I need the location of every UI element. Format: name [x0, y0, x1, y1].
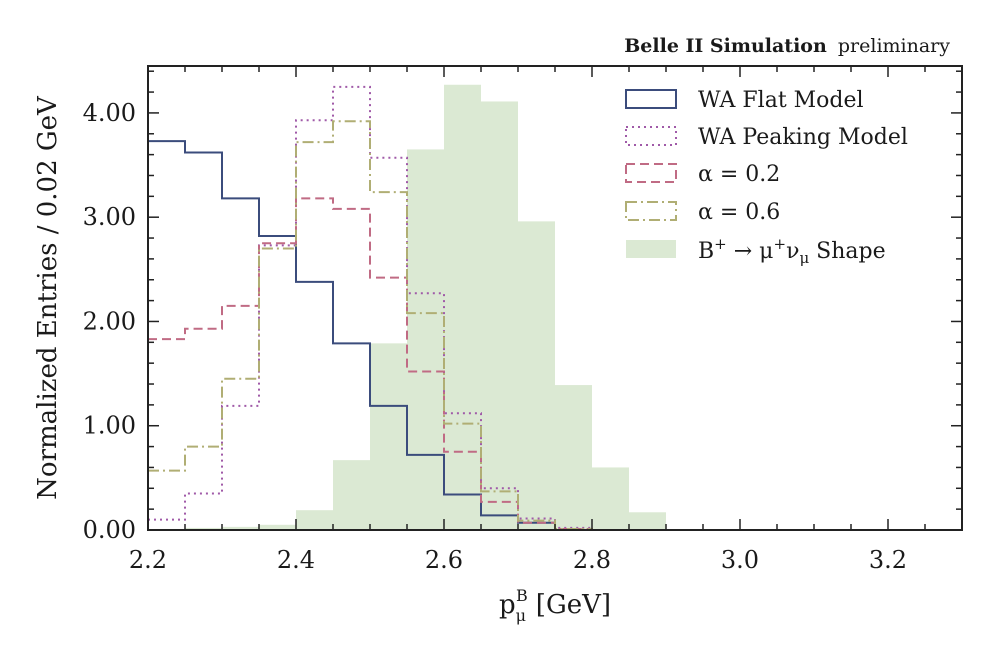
legend-swatch-wa-peaking: [625, 126, 677, 146]
series-line-0: [148, 140, 666, 531]
legend: WA Flat Model WA Peaking Model α = 0.2 α…: [625, 88, 908, 267]
signal-bar: [481, 101, 518, 530]
legend-item-alpha-0-6: α = 0.6: [625, 200, 780, 225]
x-tick-label: 3.2: [869, 546, 907, 574]
legend-swatch-wa-flat: [625, 89, 677, 109]
signal-bar: [629, 512, 666, 530]
y-tick-label: 3.00: [83, 203, 136, 231]
y-tick-label: 0.00: [83, 516, 136, 544]
legend-item-wa-flat: WA Flat Model: [625, 88, 864, 113]
x-tick-label: 3.0: [721, 546, 759, 574]
signal-bar: [185, 527, 222, 530]
legend-swatch-signal-shape: [626, 240, 676, 258]
y-tick-label: 2.00: [83, 307, 136, 335]
legend-label-alpha-0-2: α = 0.2: [698, 162, 780, 187]
x-tick-label: 2.4: [277, 546, 315, 574]
signal-bar: [407, 149, 444, 531]
y-tick-labels: 0.00 1.00 2.00 3.00 4.00: [83, 99, 136, 544]
legend-item-alpha-0-2: α = 0.2: [625, 162, 780, 187]
legend-swatch-alpha-0-6: [625, 201, 677, 221]
legend-item-signal-shape: B+ → μ+νμ Shape: [626, 235, 886, 267]
x-tick-label: 2.8: [573, 546, 611, 574]
legend-label-alpha-0-6: α = 0.6: [698, 200, 780, 225]
legend-swatch-alpha-0-2: [625, 163, 677, 183]
axis-ticks: [147, 66, 963, 531]
signal-bar: [555, 385, 592, 530]
signal-bar: [444, 84, 481, 530]
signal-bar: [518, 221, 555, 530]
y-tick-label: 4.00: [83, 99, 136, 127]
chart-header: Belle II Simulation preliminary: [624, 35, 950, 57]
signal-bar: [592, 467, 629, 530]
signal-bar: [370, 343, 407, 530]
x-tick-label: 2.6: [425, 546, 463, 574]
legend-label-wa-peaking: WA Peaking Model: [698, 125, 908, 150]
x-axis-title: pμB [GeV]: [499, 586, 611, 625]
signal-bar: [259, 524, 296, 530]
signal-bar: [222, 526, 259, 530]
x-tick-labels: 2.2 2.4 2.6 2.8 3.0 3.2: [129, 546, 907, 574]
y-axis-title: Normalized Entries / 0.02 GeV: [33, 95, 63, 500]
series-line-1: [148, 85, 666, 531]
legend-item-wa-peaking: WA Peaking Model: [625, 125, 908, 150]
legend-label-signal-shape: B+ → μ+νμ Shape: [698, 235, 886, 267]
header-status: preliminary: [838, 35, 950, 57]
signal-bar: [333, 460, 370, 530]
signal-shape-fill-layer: [148, 84, 666, 531]
legend-label-wa-flat: WA Flat Model: [698, 88, 864, 113]
x-tick-label: 2.2: [129, 546, 167, 574]
signal-bar: [296, 510, 333, 530]
header-experiment: Belle II Simulation: [624, 35, 827, 57]
y-tick-label: 1.00: [83, 412, 136, 440]
